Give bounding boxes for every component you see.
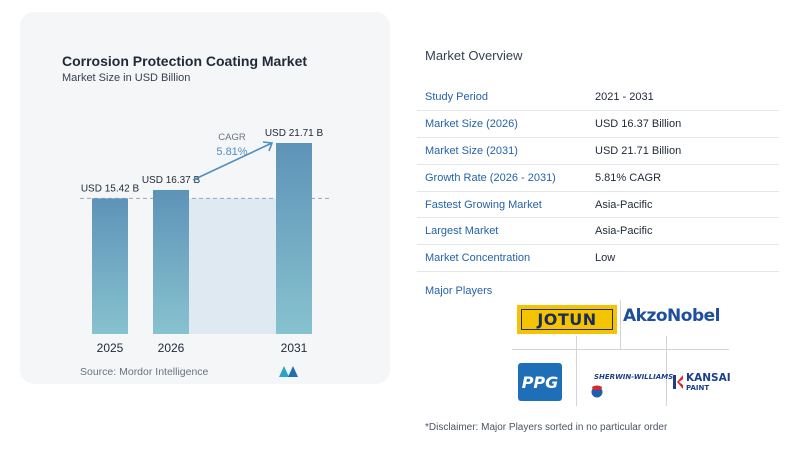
overview-value: Asia-Pacific bbox=[593, 217, 779, 246]
cagr-arrow bbox=[192, 142, 273, 181]
category-label: 2025 bbox=[97, 341, 124, 355]
ppg-wordmark: PPG bbox=[521, 372, 559, 392]
logo-divider bbox=[666, 336, 667, 406]
category-label: 2026 bbox=[158, 341, 185, 355]
kansai-mark-icon bbox=[673, 375, 683, 389]
overview-row: Growth Rate (2026 - 2031) 5.81% CAGR bbox=[417, 164, 779, 192]
bar-chart: USD 15.42 B 2025 USD 16.37 B 2026 USD 21.71 … bbox=[80, 128, 330, 355]
major-players-title: Major Players bbox=[425, 285, 493, 297]
disclaimer: *Disclaimer: Major Players sorted in no … bbox=[425, 422, 668, 433]
bar-value-label: USD 16.37 B bbox=[142, 175, 201, 186]
overview-row: Market Size (2031) USD 21.71 Billion bbox=[417, 137, 779, 165]
logo-divider bbox=[512, 349, 729, 350]
overview-value: 2021 - 2031 bbox=[593, 84, 779, 112]
bar-2031 bbox=[276, 143, 312, 334]
cagr-value: 5.81% bbox=[216, 146, 247, 158]
chart-subtitle: Market Size in USD Billion bbox=[62, 72, 191, 84]
bar-2025 bbox=[92, 198, 128, 334]
kansai-paint-logo: KANSAI PAINT bbox=[672, 372, 732, 394]
globe-icon bbox=[591, 385, 603, 398]
overview-row: Market Concentration Low bbox=[417, 244, 779, 273]
sherwin-williams-wordmark: SHERWIN-WILLIAMS. bbox=[594, 373, 676, 381]
overview-row: Market Size (2026) USD 16.37 Billion bbox=[417, 110, 779, 139]
overview-title: Market Overview bbox=[425, 48, 523, 63]
logo-divider bbox=[620, 300, 621, 349]
ppg-logo: PPG bbox=[518, 363, 562, 401]
growth-band bbox=[189, 198, 276, 334]
sherwin-williams-logo: SHERWIN-WILLIAMS. bbox=[586, 362, 676, 402]
overview-table: Study Period 2021 - 2031 Market Size (2026… bbox=[417, 84, 779, 273]
overview-value: Asia-Pacific bbox=[593, 191, 779, 219]
overview-row: Largest Market Asia-Pacific bbox=[417, 217, 779, 246]
overview-key: Market Size (2026) bbox=[417, 110, 593, 139]
jotun-logo: JOTUN bbox=[517, 305, 617, 334]
bar-2026 bbox=[153, 189, 189, 334]
source-label: Source: Mordor Intelligence bbox=[80, 366, 209, 378]
logo-divider bbox=[576, 336, 577, 406]
overview-value: USD 21.71 Billion bbox=[593, 137, 779, 165]
chart-title: Corrosion Protection Coating Market bbox=[62, 53, 308, 69]
kansai-subword: PAINT bbox=[686, 384, 710, 392]
overview-value: USD 16.37 Billion bbox=[593, 110, 779, 139]
overview-key: Fastest Growing Market bbox=[417, 191, 593, 219]
mordor-intelligence-icon bbox=[279, 366, 298, 377]
bar-value-label: USD 21.71 B bbox=[265, 128, 324, 139]
cagr-arrow-head bbox=[262, 141, 274, 152]
overview-key: Market Size (2031) bbox=[417, 137, 593, 165]
overview-key: Growth Rate (2026 - 2031) bbox=[417, 164, 593, 192]
bar-value-label: USD 15.42 B bbox=[81, 183, 140, 194]
overview-value: 5.81% CAGR bbox=[593, 164, 779, 192]
akzonobel-logo: AkzoNobel bbox=[623, 306, 720, 326]
overview-key: Market Concentration bbox=[417, 244, 593, 273]
overview-key: Study Period bbox=[417, 84, 593, 112]
category-label: 2031 bbox=[281, 341, 308, 355]
overview-value: Low bbox=[593, 244, 779, 273]
cagr-label: CAGR bbox=[218, 132, 246, 143]
kansai-wordmark: KANSAI bbox=[686, 372, 731, 384]
overview-row: Fastest Growing Market Asia-Pacific bbox=[417, 191, 779, 219]
jotun-wordmark: JOTUN bbox=[537, 310, 597, 329]
overview-row: Study Period 2021 - 2031 bbox=[417, 84, 779, 112]
overview-key: Largest Market bbox=[417, 217, 593, 246]
